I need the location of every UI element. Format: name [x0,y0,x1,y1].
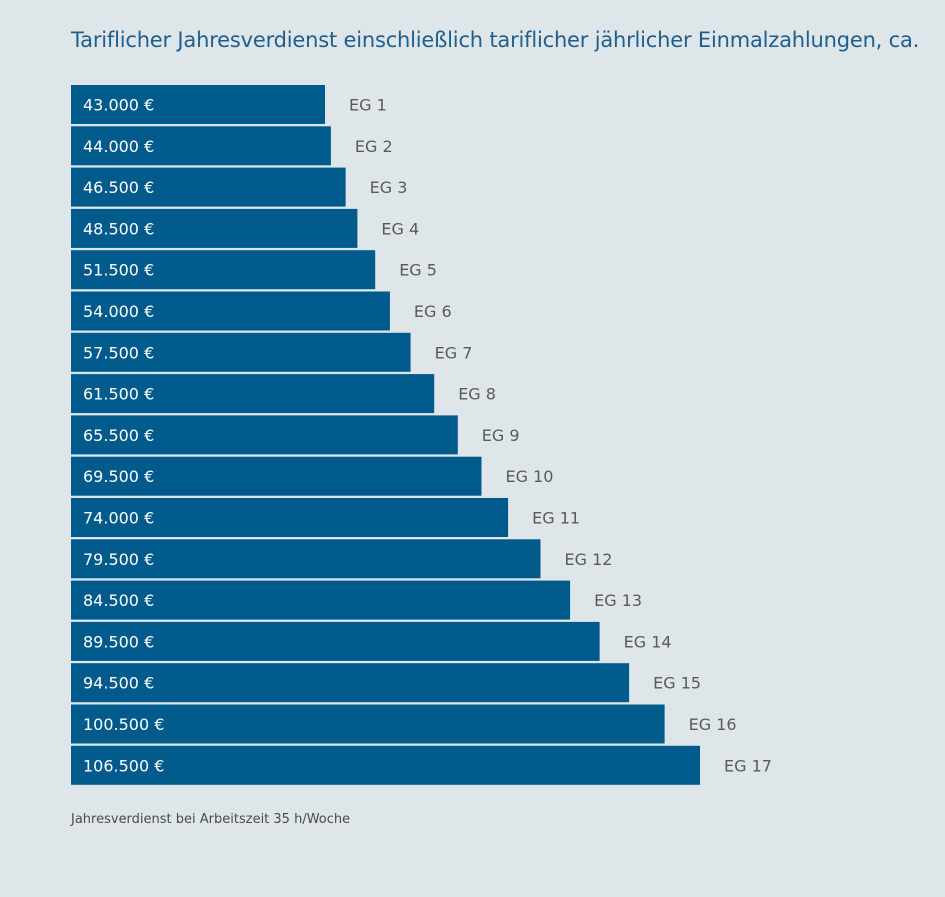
bar-value-label-3: 46.500 € [83,178,154,197]
bar-value-label-14: 89.500 € [83,632,154,651]
category-label-8: EG 8 [458,385,496,404]
bar-value-label-16: 100.500 € [83,715,164,734]
bar-12 [71,539,541,579]
bar-14 [71,621,600,661]
bar-3 [71,167,346,207]
category-label-17: EG 17 [724,756,772,775]
category-label-11: EG 11 [532,509,580,528]
bar-value-label-12: 79.500 € [83,550,154,569]
chart-footnote: Jahresverdienst bei Arbeitszeit 35 h/Woc… [71,812,351,827]
bar-10 [71,456,482,496]
bar-15 [71,663,630,703]
bar-6 [71,291,390,331]
bar-1 [71,85,325,124]
category-label-5: EG 5 [399,261,437,280]
chart-title: Tariflicher Jahresverdienst einschließli… [71,28,920,52]
bar-value-label-11: 74.000 € [83,509,154,528]
bar-8 [71,374,435,414]
category-label-1: EG 1 [349,96,387,115]
bar-value-label-6: 54.000 € [83,302,154,321]
bar-value-label-8: 61.500 € [83,385,154,404]
bar-9 [71,415,458,455]
category-label-9: EG 9 [482,426,520,445]
bar-11 [71,498,509,537]
bar-value-label-4: 48.500 € [83,219,154,238]
bar-value-label-7: 57.500 € [83,343,154,362]
bar-value-label-15: 94.500 € [83,674,154,693]
bar-5 [71,250,376,290]
bar-value-label-9: 65.500 € [83,426,154,445]
category-label-2: EG 2 [355,137,393,156]
bar-value-label-1: 43.000 € [83,96,154,115]
bar-value-label-5: 51.500 € [83,261,154,280]
bar-chart: 43.000 € EG 1 44.000 € EG 2 46.500 € EG 3 48.5… [71,85,772,785]
category-label-14: EG 14 [624,632,672,651]
category-label-16: EG 16 [689,715,737,734]
bar-17 [71,745,700,785]
bar-value-label-2: 44.000 € [83,137,154,156]
category-label-10: EG 10 [506,467,554,486]
category-label-15: EG 15 [653,674,701,693]
bar-16 [71,704,665,744]
bar-2 [71,126,331,166]
category-label-3: EG 3 [370,178,408,197]
bar-value-label-13: 84.500 € [83,591,154,610]
bar-value-label-10: 69.500 € [83,467,154,486]
category-label-4: EG 4 [381,219,419,238]
category-label-12: EG 12 [565,550,613,569]
category-label-7: EG 7 [435,343,473,362]
bar-7 [71,332,411,372]
bar-value-label-17: 106.500 € [83,756,164,775]
bar-13 [71,580,571,620]
category-label-13: EG 13 [594,591,642,610]
category-label-6: EG 6 [414,302,452,321]
bar-4 [71,208,358,248]
